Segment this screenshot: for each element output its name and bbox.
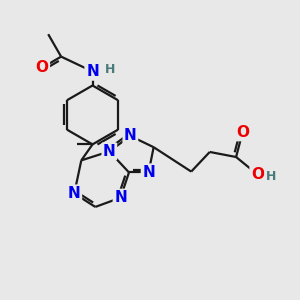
- Text: O: O: [236, 125, 249, 140]
- Text: O: O: [35, 60, 49, 75]
- Text: N: N: [86, 64, 99, 79]
- Text: N: N: [103, 144, 116, 159]
- Text: O: O: [251, 167, 264, 182]
- Text: N: N: [86, 64, 99, 79]
- Text: N: N: [142, 165, 155, 180]
- Text: H: H: [266, 169, 276, 183]
- Text: O: O: [35, 60, 49, 75]
- Text: H: H: [105, 63, 115, 76]
- Text: N: N: [68, 186, 81, 201]
- Text: N: N: [124, 128, 137, 143]
- Text: H: H: [105, 63, 115, 76]
- Text: N: N: [114, 190, 127, 205]
